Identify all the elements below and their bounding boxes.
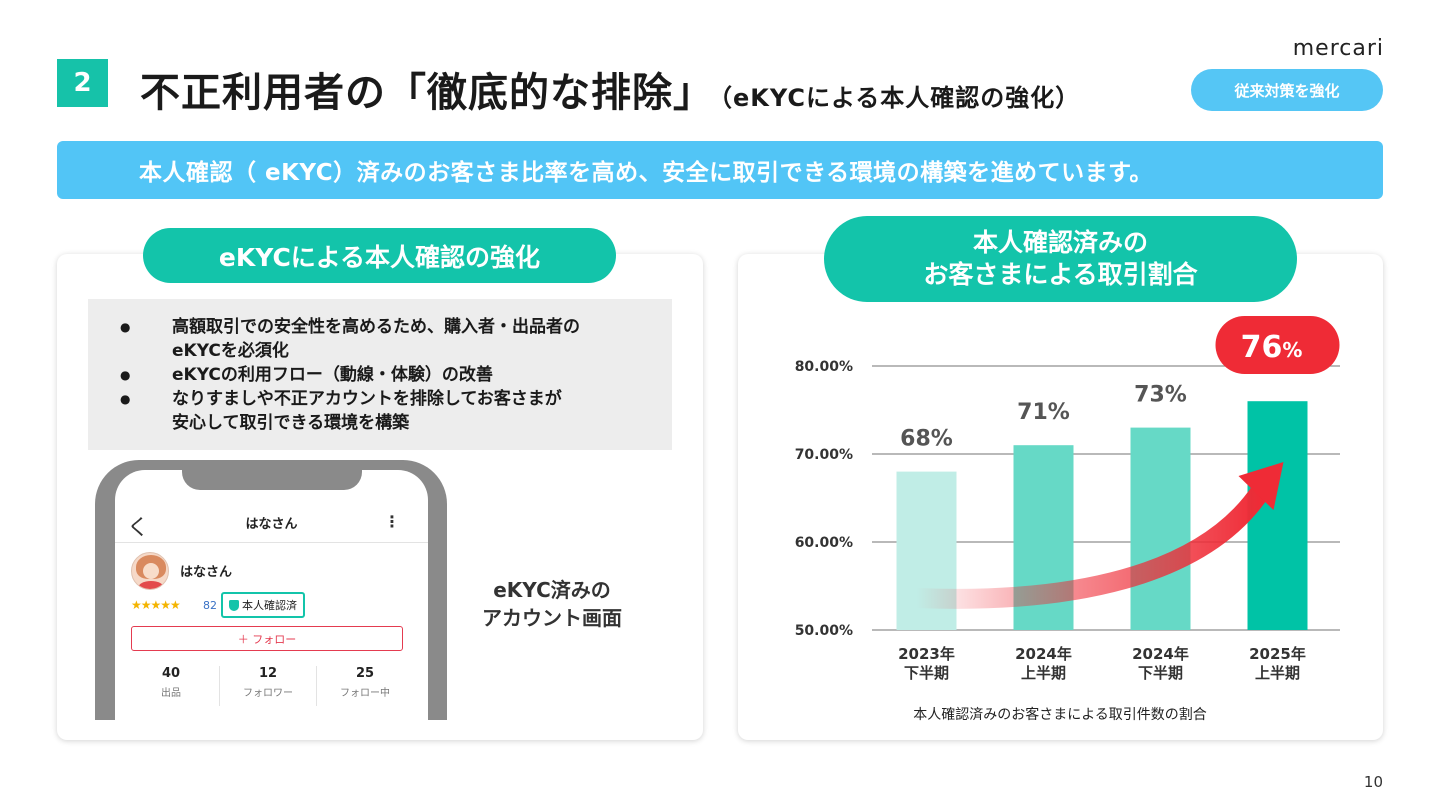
bullet-text: 高額取引での安全性を高めるため、購入者・出品者の eKYCを必須化 [172, 317, 580, 361]
bullet-marker: ● [120, 368, 131, 382]
avatar-body [138, 581, 164, 589]
mercari-logo: mercari [1292, 36, 1384, 61]
chart-heading-line1: 本人確認済みの [972, 227, 1148, 257]
follow-button[interactable]: ＋ フォロー [131, 626, 403, 651]
verified-badge: 本人確認済 [221, 592, 305, 618]
title-subtitle: （eKYCによる本人確認の強化） [720, 84, 1081, 112]
stat-value: 12 [258, 666, 278, 681]
phone-mockup: く はなさん ⋮ はなさん ★★★★★ 82 本人確認済 ＋ フォロー 40 出… [95, 460, 447, 720]
phone-caption: eKYC済みの アカウント画面 [482, 578, 622, 630]
more-vertical-icon[interactable]: ⋮ [384, 512, 400, 531]
stat-label: 出品 [161, 688, 181, 699]
ekyc-card-heading: eKYCによる本人確認の強化 [143, 228, 616, 283]
rating-stars-icon: ★★★★★ [131, 598, 181, 612]
phone-notch [182, 460, 362, 490]
section-number-badge: 2 [57, 59, 108, 107]
header-divider [115, 542, 428, 543]
avatar-face [143, 563, 159, 579]
verified-label: 本人確認済 [242, 599, 297, 612]
rating-count[interactable]: 82 [203, 599, 217, 612]
stat-label: フォロー中 [340, 688, 390, 699]
title-main: 不正利用者の「徹底的な排除」 [140, 70, 714, 116]
strengthen-tag: 従来対策を強化 [1191, 69, 1383, 111]
bullet-text: なりすましや不正アカウントを排除してお客さまが 安心して取引できる環境を構築 [172, 389, 562, 433]
bullet-item: ● eKYCの利用フロー（動線・体験）の改善 [120, 363, 652, 387]
page-title: 不正利用者の「徹底的な排除」 （eKYCによる本人確認の強化） [140, 60, 1080, 118]
stat-value: 25 [355, 666, 375, 681]
stat-listings[interactable]: 40 出品 [123, 666, 220, 706]
chart-caption: 本人確認済みのお客さまによる取引件数の割合 [913, 707, 1207, 723]
user-name: はなさん [180, 565, 233, 580]
bullet-text: eKYCの利用フロー（動線・体験）の改善 [172, 365, 493, 385]
page-number: 10 [1363, 773, 1383, 791]
back-chevron-icon[interactable]: く [127, 516, 150, 541]
profile-screen: く はなさん ⋮ はなさん ★★★★★ 82 本人確認済 ＋ フォロー 40 出… [115, 470, 428, 720]
stat-value: 40 [161, 666, 181, 681]
chart-card-heading: 本人確認済みの お客さまによる取引割合 [824, 216, 1297, 302]
summary-banner: 本人確認（ eKYC）済みのお客さま比率を高め、安全に取引できる環境の構築を進め… [57, 141, 1383, 199]
stat-following[interactable]: 25 フォロー中 [317, 666, 413, 706]
bullet-item: ● なりすましや不正アカウントを排除してお客さまが 安心して取引できる環境を構築 [120, 387, 652, 435]
bullet-item: ● 高額取引での安全性を高めるため、購入者・出品者の eKYCを必須化 [120, 315, 652, 363]
bullet-marker: ● [120, 320, 131, 334]
avatar [131, 552, 169, 590]
bullet-marker: ● [120, 392, 131, 406]
chart-heading-line2: お客さまによる取引割合 [923, 260, 1198, 289]
bullet-list: ● 高額取引での安全性を高めるため、購入者・出品者の eKYCを必須化 ● eK… [88, 299, 672, 450]
profile-header: く はなさん ⋮ [115, 510, 428, 541]
stat-followers[interactable]: 12 フォロワー [220, 666, 317, 706]
profile-stats: 40 出品 12 フォロワー 25 フォロー中 [123, 666, 413, 706]
stat-label: フォロワー [243, 688, 293, 699]
shield-check-icon [229, 599, 239, 611]
profile-title: はなさん [245, 517, 298, 532]
chart-card [738, 254, 1383, 740]
